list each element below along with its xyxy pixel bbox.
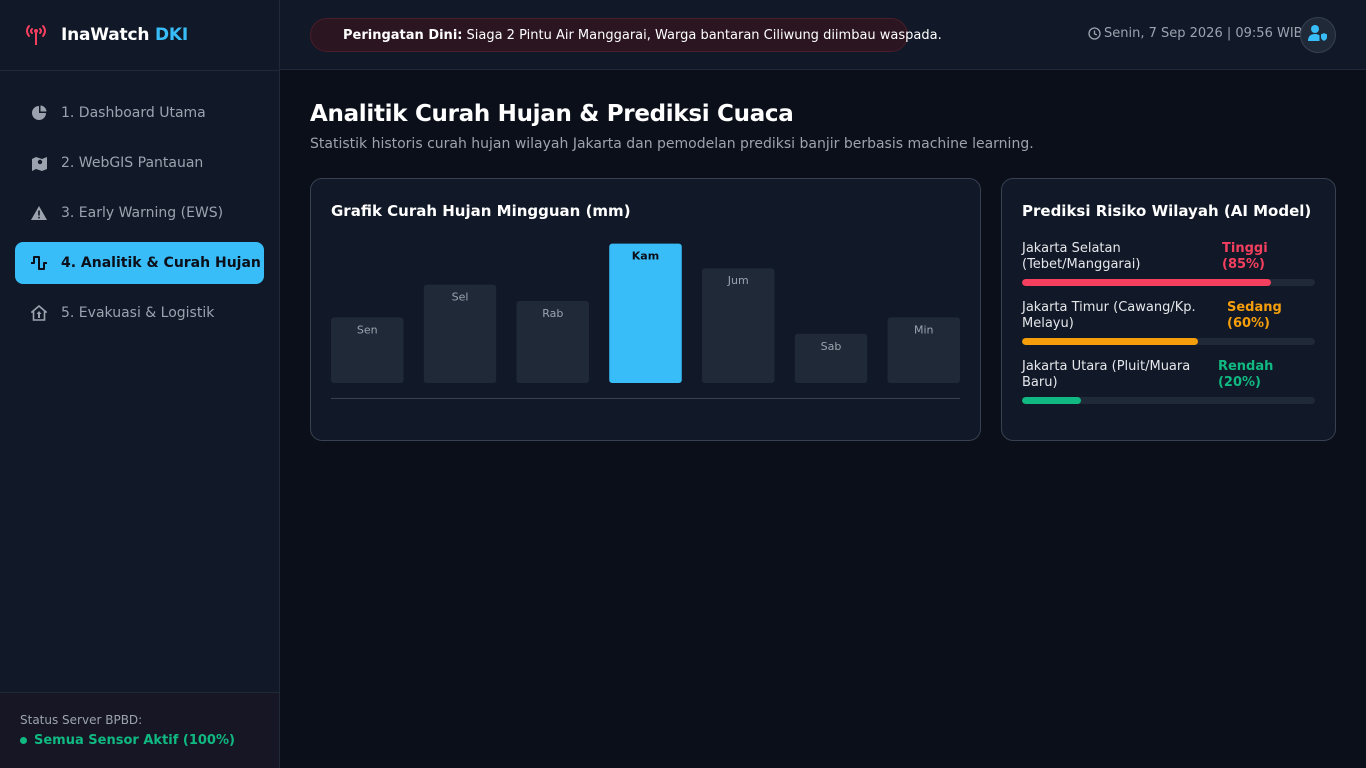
sidebar-item-label: 3. Early Warning (EWS) [61, 205, 224, 221]
chart-bar-label: Sen [357, 323, 378, 336]
chart-bar-min[interactable] [887, 317, 960, 383]
page-subtitle: Statistik historis curah hujan wilayah J… [310, 136, 1034, 152]
chart-bar-sel[interactable] [423, 284, 497, 383]
chart-bar-label: Sab [821, 340, 842, 353]
page-title: Analitik Curah Hujan & Prediksi Cuaca [310, 101, 794, 127]
alert-label: Peringatan Dini: [343, 27, 463, 43]
sidebar-nav: 1. Dashboard Utama 2. WebGIS Pantauan 3.… [0, 71, 279, 363]
sidebar-item-webgis[interactable]: 2. WebGIS Pantauan [15, 142, 264, 184]
chart-bar-kam[interactable] [609, 243, 682, 383]
risk-level: Sedang (60%) [1227, 300, 1282, 331]
status-dot-icon [20, 737, 27, 744]
user-avatar[interactable] [1300, 17, 1336, 53]
user-shield-icon [1308, 24, 1328, 46]
pie-chart-icon [30, 104, 48, 122]
chart-bar-label: Min [914, 323, 934, 336]
chart-bar-label: Kam [632, 250, 659, 263]
datetime: Senin, 7 Sep 2026 | 09:56 WIB [1088, 26, 1303, 41]
prediction-item: Jakarta Timur (Cawang/Kp. Melayu) Sedang… [1022, 300, 1315, 345]
risk-bar [1022, 279, 1315, 286]
sidebar-item-label: 5. Evakuasi & Logistik [61, 305, 215, 321]
alert-text: Siaga 2 Pintu Air Manggarai, Warga banta… [466, 27, 942, 43]
sidebar-item-analytics[interactable]: 4. Analitik & Curah Hujan [15, 242, 264, 284]
sidebar-item-label: 2. WebGIS Pantauan [61, 155, 204, 171]
sidebar-item-label: 4. Analitik & Curah Hujan [61, 255, 261, 271]
region-name: Jakarta Utara (Pluit/Muara Baru) [1022, 359, 1191, 390]
chart-bar-label: Rab [542, 307, 563, 320]
sidebar: InaWatch DKI 1. Dashboard Utama 2. WebGI… [0, 0, 280, 768]
top-header: Peringatan Dini: Siaga 2 Pintu Air Mangg… [280, 0, 1366, 70]
prediction-item: Jakarta Selatan (Tebet/Manggarai) Tinggi… [1022, 241, 1315, 286]
server-status-text: Semua Sensor Aktif (100%) [34, 733, 235, 748]
risk-bar [1022, 397, 1315, 404]
region-name: Jakarta Timur (Cawang/Kp. Melayu) [1022, 300, 1196, 331]
rainfall-chart-card: Grafik Curah Hujan Mingguan (mm) Sen Sel R… [310, 178, 981, 441]
chart-bar-label: Sel [452, 291, 469, 304]
prediction-list: Jakarta Selatan (Tebet/Manggarai) Tinggi… [1022, 241, 1315, 418]
datetime-text: Senin, 7 Sep 2026 | 09:56 WIB [1104, 26, 1303, 41]
brand[interactable]: InaWatch DKI [0, 0, 279, 71]
rainfall-bar-chart: Sen Sel Rab Kam Jum Sab Min [331, 239, 960, 405]
region-name: Jakarta Selatan (Tebet/Manggarai) [1022, 241, 1141, 272]
sidebar-item-dashboard[interactable]: 1. Dashboard Utama [15, 92, 264, 134]
warning-icon [30, 204, 48, 222]
server-status: Semua Sensor Aktif (100%) [20, 733, 259, 748]
sidebar-item-evacuation[interactable]: 5. Evakuasi & Logistik [15, 292, 264, 334]
chart-bar-rab[interactable] [516, 301, 590, 383]
shelter-icon [30, 304, 48, 322]
signal-tower-icon [23, 23, 49, 47]
server-status-panel: Status Server BPBD: Semua Sensor Aktif (… [0, 692, 279, 768]
sidebar-item-ews[interactable]: 3. Early Warning (EWS) [15, 192, 264, 234]
chart-title: Grafik Curah Hujan Mingguan (mm) [331, 202, 631, 220]
server-status-label: Status Server BPBD: [20, 713, 143, 727]
clock-icon [1088, 27, 1101, 40]
chart-bar-label: Jum [727, 274, 749, 287]
risk-bar [1022, 338, 1315, 345]
risk-level: Rendah (20%) [1217, 359, 1274, 390]
risk-bar-fill [1022, 279, 1272, 286]
prediction-item: Jakarta Utara (Pluit/Muara Baru) Rendah … [1022, 359, 1315, 404]
chart-bar-sab[interactable] [794, 333, 868, 383]
early-warning-banner[interactable]: Peringatan Dini: Siaga 2 Pintu Air Mangg… [310, 18, 942, 52]
risk-level: Tinggi (85%) [1222, 241, 1268, 272]
risk-bar-fill [1022, 397, 1081, 404]
prediction-title: Prediksi Risiko Wilayah (AI Model) [1022, 202, 1312, 220]
chart-bar-jum[interactable] [701, 268, 775, 383]
chart-bar-sen[interactable] [331, 317, 404, 383]
chart-svg: Sen Sel Rab Kam Jum Sab Min [331, 243, 960, 399]
pulse-icon [30, 254, 48, 272]
sidebar-item-label: 1. Dashboard Utama [61, 105, 206, 121]
risk-bar-fill [1022, 338, 1198, 345]
risk-prediction-card: Prediksi Risiko Wilayah (AI Model) Jakar… [1001, 178, 1336, 441]
brand-name: InaWatch DKI [61, 25, 188, 45]
map-icon [30, 154, 48, 172]
